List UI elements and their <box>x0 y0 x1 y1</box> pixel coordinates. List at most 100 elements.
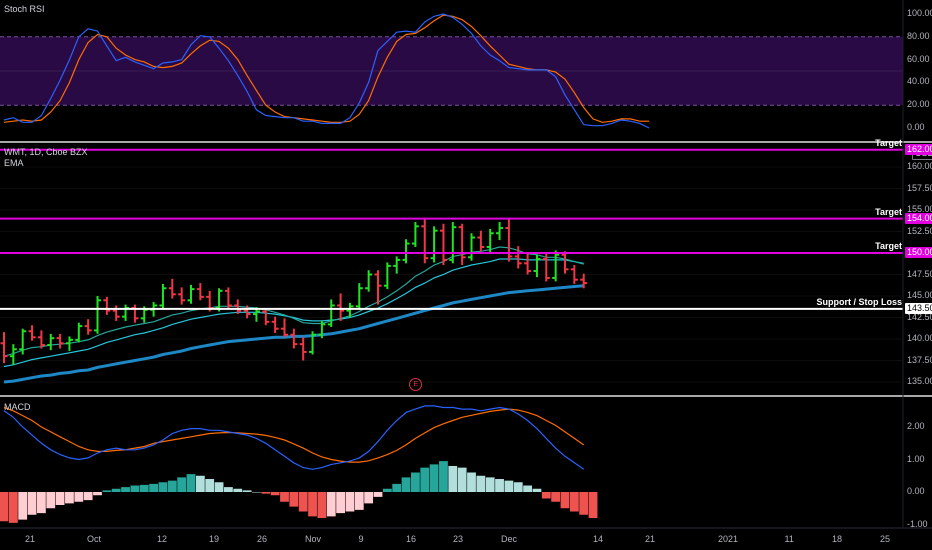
level-price-badge: 143.50 <box>905 302 932 314</box>
macd-line <box>3 405 585 470</box>
price-bar <box>514 246 522 269</box>
price-bar <box>19 328 27 355</box>
macd-histogram-bar <box>65 492 74 504</box>
time-axis-label: 18 <box>832 534 843 544</box>
price-bar <box>430 226 438 263</box>
macd-histogram-bar <box>382 488 392 492</box>
earnings-icon[interactable]: E <box>409 378 423 391</box>
price-bar <box>439 223 447 266</box>
time-axis-label: 11 <box>784 534 794 544</box>
price-bar <box>393 256 401 274</box>
macd-histogram-bar <box>252 492 261 493</box>
level-price-badge: 150.00 <box>905 247 932 258</box>
macd-tick-label: 1.00 <box>907 453 925 464</box>
price-tick-label: 160.00 <box>907 161 932 171</box>
macd-histogram-bar <box>532 488 542 492</box>
price-bar <box>56 333 64 349</box>
macd-histogram-bar <box>18 492 28 520</box>
macd-histogram-bar <box>74 492 84 502</box>
price-bar <box>449 222 457 264</box>
macd-histogram-bar <box>457 467 467 492</box>
symbol-title[interactable]: WMT, 1D, Cboe BZX <box>4 147 88 157</box>
price-bar <box>318 320 326 339</box>
macd-histogram-bar <box>541 492 551 499</box>
price-bar <box>374 270 382 305</box>
macd-histogram-bar <box>588 492 598 518</box>
price-bar <box>299 337 307 361</box>
macd-histogram-bar <box>411 472 420 492</box>
price-bar <box>168 278 176 299</box>
macd-histogram-bar <box>345 492 355 512</box>
macd-histogram-bar <box>167 480 177 492</box>
stoch-rsi-grid <box>0 36 903 106</box>
level-label: Support / Stop Loss <box>816 296 903 307</box>
price-tick-label: 145.00 <box>907 290 932 300</box>
pane-separators[interactable] <box>0 0 932 529</box>
time-axis-label: 14 <box>593 534 604 544</box>
macd-histogram-bar <box>149 483 158 492</box>
price-bar <box>196 283 204 301</box>
macd-histogram-bar <box>495 479 504 492</box>
macd-histogram-bar <box>476 475 486 492</box>
macd-histogram-bar <box>83 492 93 501</box>
price-bar <box>47 333 55 351</box>
macd-histogram-bar <box>523 485 532 492</box>
macd-histogram-bar <box>205 479 215 492</box>
time-axis-label: Oct <box>87 534 102 544</box>
macd-histogram-bar <box>261 492 271 494</box>
time-axis-label: 25 <box>880 534 891 544</box>
price-bar <box>234 299 242 315</box>
macd-histogram-bar <box>102 490 112 492</box>
macd-histogram-bar <box>46 492 56 509</box>
macd-histogram-bar <box>364 492 374 504</box>
macd-title[interactable]: MACD <box>4 402 31 412</box>
stoch-tick-label: 60.00 <box>907 53 930 64</box>
price-tick-label: 137.50 <box>907 354 932 365</box>
price-tick-label: 152.50 <box>907 225 932 236</box>
macd-histogram-bar <box>513 482 523 492</box>
time-axis-label: 21 <box>645 534 656 544</box>
stoch-tick-label: 40.00 <box>907 76 930 87</box>
macd-histogram-bar <box>579 492 589 515</box>
time-axis-label: 23 <box>453 534 464 544</box>
ema-indicator-title[interactable]: EMA <box>4 158 24 168</box>
macd-histogram-bar <box>448 466 458 492</box>
price-bar <box>486 228 494 253</box>
stoch-tick-label: 80.00 <box>907 30 930 41</box>
price-bar <box>383 262 391 290</box>
macd-histogram-bar <box>467 472 476 492</box>
macd-histogram-bar <box>214 482 224 492</box>
macd-histogram-bar <box>8 492 18 523</box>
price-bar <box>271 316 279 333</box>
price-bar <box>533 254 541 278</box>
price-bar <box>421 217 429 264</box>
price-bar <box>131 304 139 323</box>
stoch-k-line <box>3 13 650 129</box>
price-bar <box>346 302 354 318</box>
macd-histogram-bar <box>186 474 196 492</box>
ema-mid-line <box>3 258 584 368</box>
price-bar <box>477 230 485 252</box>
level-price-badge: 162.00 <box>905 143 932 155</box>
time-axis-label: 2021 <box>718 534 739 544</box>
stoch-tick-label: 0.00 <box>907 122 925 132</box>
macd-histogram-bar <box>392 483 402 492</box>
stoch-tick-label: 100.00 <box>907 8 932 18</box>
macd-histogram <box>0 461 598 523</box>
stoch-rsi-title[interactable]: Stoch RSI <box>4 4 45 14</box>
price-bar <box>187 284 195 304</box>
macd-histogram-bar <box>298 492 308 512</box>
macd-histogram-bar <box>569 492 579 512</box>
price-bar <box>243 305 251 319</box>
horizontal-levels[interactable] <box>0 148 903 310</box>
price-bar <box>159 283 167 309</box>
macd-tick-label: 0.00 <box>907 486 925 496</box>
price-bar <box>262 308 270 326</box>
price-tick-label: 135.00 <box>907 376 932 386</box>
price-tick-label: 157.50 <box>907 182 932 193</box>
price-bar <box>84 319 92 335</box>
price-bar <box>94 296 101 334</box>
ema-lines <box>3 246 584 384</box>
price-bar <box>122 304 130 321</box>
